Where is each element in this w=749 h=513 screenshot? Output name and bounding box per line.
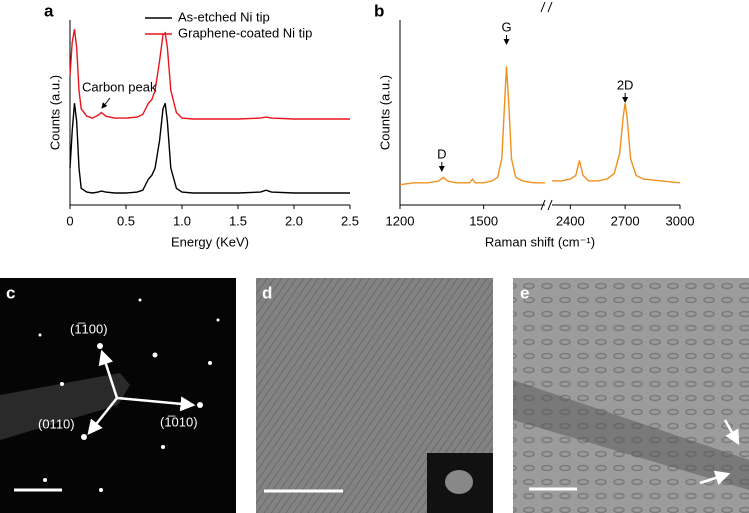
axis-break bbox=[540, 199, 546, 211]
layer-arrows bbox=[699, 419, 740, 485]
fft-spot bbox=[445, 470, 473, 494]
legend-label: Graphene-coated Ni tip bbox=[178, 25, 312, 40]
legend-label: As-etched Ni tip bbox=[178, 9, 270, 24]
y-axis-label: Counts (a.u.) bbox=[377, 75, 392, 150]
x-tick-label: 0.5 bbox=[117, 213, 135, 228]
peak-label: 2D bbox=[617, 77, 634, 92]
spot-label: (1̅010) bbox=[160, 414, 198, 429]
axis-break bbox=[547, 1, 553, 13]
x-tick-label: 1500 bbox=[469, 213, 498, 228]
x-tick-label: 1200 bbox=[386, 213, 415, 228]
x-tick-label: 2.5 bbox=[341, 213, 359, 228]
spectrum-line bbox=[69, 29, 350, 120]
x-axis-label: Energy (KeV) bbox=[171, 234, 249, 249]
panel-label: a bbox=[44, 1, 54, 20]
panel-label: c bbox=[6, 283, 15, 302]
x-tick-label: 2.0 bbox=[285, 213, 303, 228]
x-tick-label: 1.5 bbox=[229, 213, 247, 228]
spectrum-line bbox=[69, 102, 350, 194]
x-tick-label: 0 bbox=[66, 213, 73, 228]
peak-label: D bbox=[437, 146, 446, 161]
peak-label: G bbox=[501, 19, 511, 34]
axis-break bbox=[540, 1, 546, 13]
y-axis-label: Counts (a.u.) bbox=[47, 75, 62, 150]
spot-label: (0110) bbox=[38, 416, 75, 431]
graphene-layers bbox=[513, 380, 749, 490]
x-tick-label: 2400 bbox=[556, 213, 585, 228]
beam-stop bbox=[0, 373, 130, 440]
panel-label: b bbox=[374, 1, 384, 20]
lattice-arrows bbox=[87, 349, 196, 435]
annotation: Carbon peak bbox=[82, 79, 157, 94]
annotation-arrow bbox=[101, 97, 111, 109]
panel-label: d bbox=[262, 283, 272, 302]
spectrum-line bbox=[552, 103, 681, 184]
panel-label: e bbox=[520, 283, 529, 302]
x-tick-label: 2700 bbox=[611, 213, 640, 228]
spectrum-line bbox=[399, 66, 545, 186]
x-tick-label: 1.0 bbox=[173, 213, 191, 228]
x-tick-label: 3000 bbox=[666, 213, 695, 228]
axis-break bbox=[547, 199, 553, 211]
diffraction-spots bbox=[38, 298, 220, 492]
x-axis-label: Raman shift (cm⁻¹) bbox=[485, 234, 595, 249]
spot-label: (1̅100) bbox=[70, 321, 108, 336]
